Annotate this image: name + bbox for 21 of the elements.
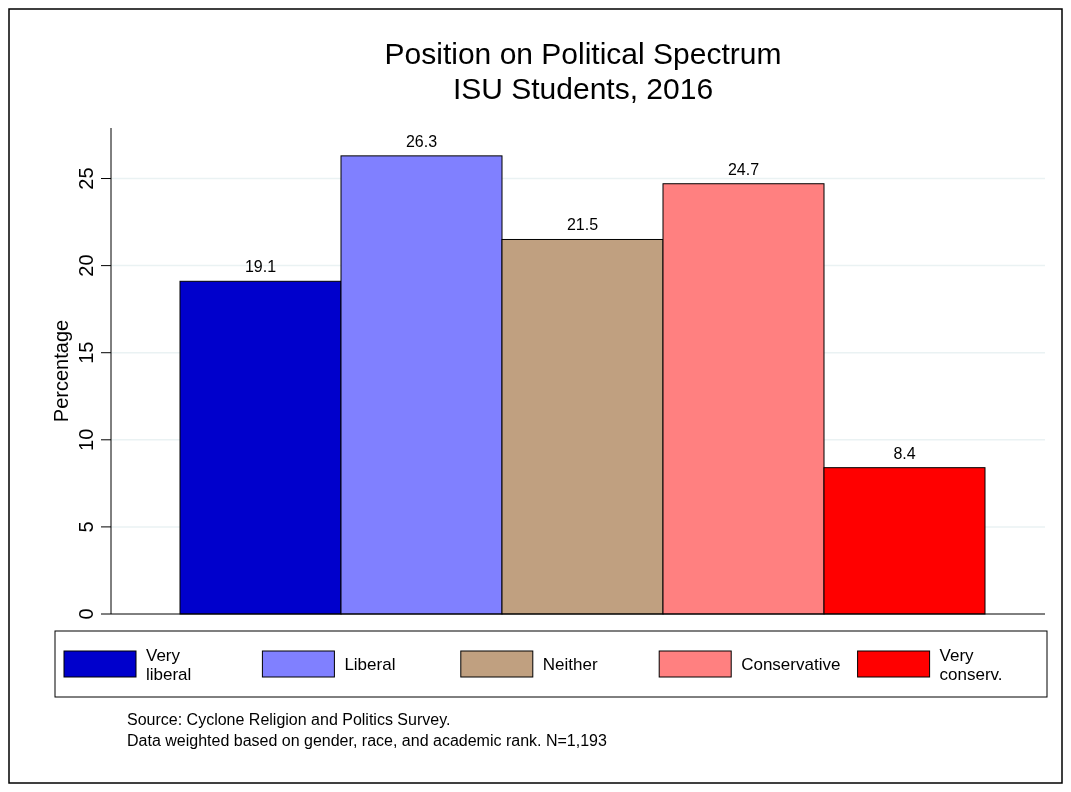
data-label: 21.5 <box>566 216 599 234</box>
chart-title: Position on Political Spectrum <box>384 37 782 70</box>
y-tick-label: 5 <box>75 521 97 533</box>
data-label: 19.1 <box>244 258 277 276</box>
y-tick-label: 0 <box>75 608 97 620</box>
legend-label: Liberal <box>344 655 396 674</box>
data-label: 24.7 <box>727 160 760 178</box>
source-note: Source: Cyclone Religion and Politics Survey. <box>127 711 451 728</box>
legend-label: Conservative <box>741 655 841 674</box>
data-label: 8.4 <box>893 444 916 462</box>
y-axis-title: Percentage <box>50 319 72 423</box>
y-tick-label: 20 <box>75 254 97 277</box>
legend-label: Neither <box>542 655 598 674</box>
y-tick-label: 10 <box>75 428 97 451</box>
legend-label: Very conserv. <box>939 646 1003 684</box>
chart-subtitle: ISU Students, 2016 <box>452 72 714 105</box>
y-tick-label: 15 <box>75 341 97 364</box>
text: Data weighted based on gender, race, and academic rank. N=1,193 <box>127 732 607 749</box>
legend-label: Very liberal <box>146 646 192 684</box>
y-tick-label: 25 <box>75 167 97 190</box>
data-label: 26.3 <box>405 132 438 150</box>
